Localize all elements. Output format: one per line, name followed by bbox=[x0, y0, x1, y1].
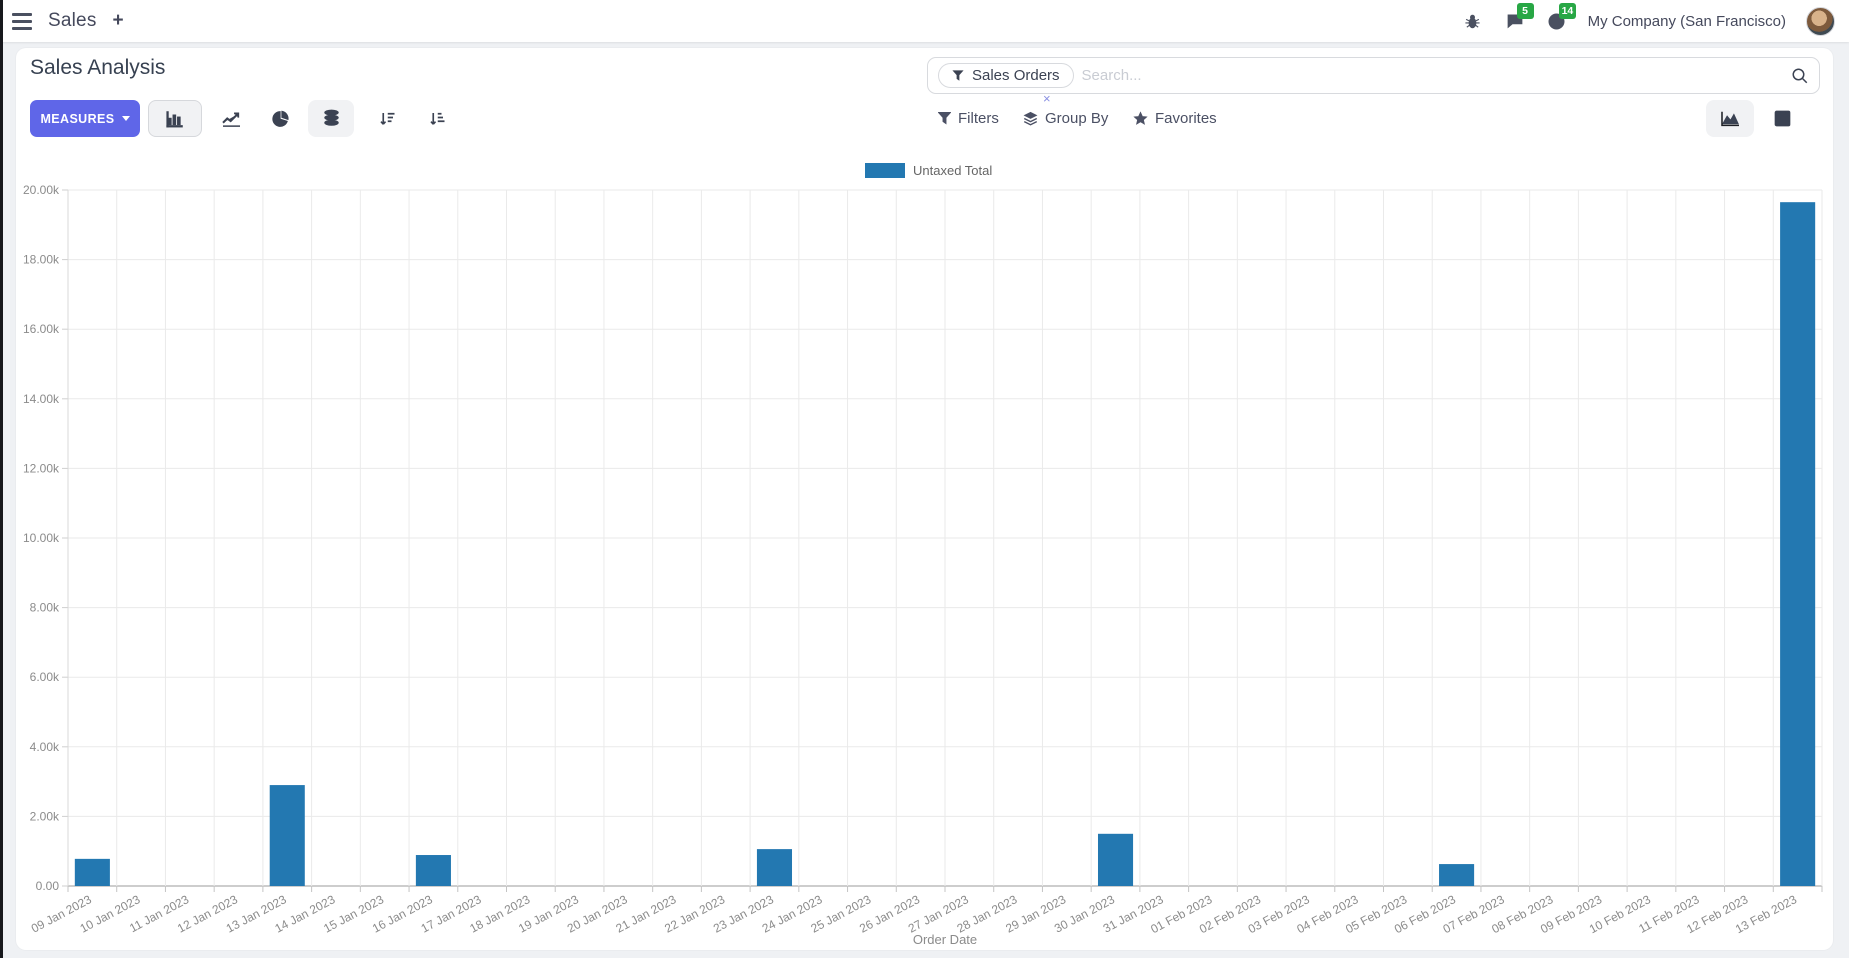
filters-button[interactable]: Filters bbox=[938, 100, 999, 137]
legend-swatch[interactable] bbox=[865, 163, 905, 178]
y-tick-label: 12.00k bbox=[23, 461, 60, 475]
y-tick-label: 18.00k bbox=[23, 253, 60, 267]
bar-09-Jan-2023[interactable] bbox=[74, 858, 110, 886]
group-by-button[interactable]: Group By bbox=[1023, 100, 1108, 137]
filter-funnel-icon bbox=[938, 112, 951, 125]
star-icon bbox=[1133, 111, 1148, 125]
y-tick-label: 6.00k bbox=[30, 670, 60, 684]
layers-icon bbox=[1023, 111, 1038, 126]
graph-view-button[interactable] bbox=[1706, 100, 1754, 137]
bar-23-Jan-2023[interactable] bbox=[756, 849, 793, 886]
y-tick-label: 10.00k bbox=[23, 531, 60, 545]
search-input[interactable] bbox=[1081, 67, 1791, 84]
favorites-label: Favorites bbox=[1155, 110, 1217, 127]
y-tick-label: 8.00k bbox=[30, 601, 60, 615]
measures-button[interactable]: MEASURES bbox=[30, 100, 140, 137]
window-edge bbox=[0, 0, 3, 958]
facet-label: Sales Orders bbox=[972, 67, 1060, 84]
content-card: Sales Analysis Sales Orders × MEASURES bbox=[16, 48, 1833, 950]
y-tick-label: 16.00k bbox=[23, 322, 60, 336]
user-avatar[interactable] bbox=[1806, 6, 1835, 36]
filters-label: Filters bbox=[958, 110, 999, 127]
filter-funnel-icon bbox=[952, 69, 964, 81]
search-facet-sales-orders[interactable]: Sales Orders bbox=[938, 63, 1074, 88]
sales-analysis-chart: Untaxed Total 0.00 2.00k 4.00k 6.00k 8.00k 10.… bbox=[16, 148, 1833, 950]
messages-icon[interactable]: 5 bbox=[1504, 3, 1534, 32]
bar-06-Feb-2023[interactable] bbox=[1439, 864, 1475, 886]
bar-30-Jan-2023[interactable] bbox=[1097, 833, 1134, 886]
search-icon[interactable] bbox=[1791, 67, 1809, 85]
pie-chart-button[interactable] bbox=[258, 100, 304, 137]
sort-descending-button[interactable] bbox=[364, 100, 410, 137]
sort-ascending-button[interactable] bbox=[414, 100, 460, 137]
search-bar[interactable]: Sales Orders bbox=[927, 57, 1820, 94]
company-switcher[interactable]: My Company (San Francisco) bbox=[1587, 12, 1786, 30]
group-by-label: Group By bbox=[1045, 110, 1109, 127]
x-axis-title: Order Date bbox=[913, 932, 977, 947]
top-navbar: Sales + 5 14 My Company (San Francisco) bbox=[0, 0, 1849, 42]
activities-clock-icon[interactable]: 14 bbox=[1546, 3, 1577, 32]
bar-chart-button[interactable] bbox=[148, 100, 202, 137]
page-title: Sales Analysis bbox=[30, 56, 166, 79]
app-name[interactable]: Sales bbox=[48, 10, 97, 31]
y-tick-label: 0.00 bbox=[36, 879, 60, 893]
legend-label[interactable]: Untaxed Total bbox=[913, 163, 992, 178]
y-tick-label: 14.00k bbox=[23, 392, 60, 406]
messages-count-badge: 5 bbox=[1516, 3, 1534, 19]
activities-count-badge: 14 bbox=[1558, 3, 1577, 19]
chevron-down-icon bbox=[121, 116, 130, 121]
bar-13-Jan-2023[interactable] bbox=[269, 785, 305, 886]
bar-13-Feb-2023[interactable] bbox=[1780, 202, 1816, 886]
y-tick-label: 2.00k bbox=[30, 809, 60, 823]
pivot-view-button[interactable] bbox=[1759, 100, 1805, 137]
apps-menu-icon[interactable] bbox=[12, 12, 32, 30]
stacked-database-button[interactable] bbox=[308, 100, 354, 137]
y-tick-label: 20.00k bbox=[23, 183, 60, 197]
y-tick-label: 4.00k bbox=[30, 740, 60, 754]
favorites-button[interactable]: Favorites bbox=[1133, 100, 1217, 137]
measures-label: MEASURES bbox=[40, 111, 115, 126]
line-chart-button[interactable] bbox=[208, 100, 254, 137]
bar-16-Jan-2023[interactable] bbox=[415, 855, 451, 886]
debug-bug-icon[interactable] bbox=[1462, 10, 1484, 32]
facet-close-icon[interactable]: × bbox=[1043, 91, 1051, 106]
new-record-plus-icon[interactable]: + bbox=[112, 10, 124, 31]
